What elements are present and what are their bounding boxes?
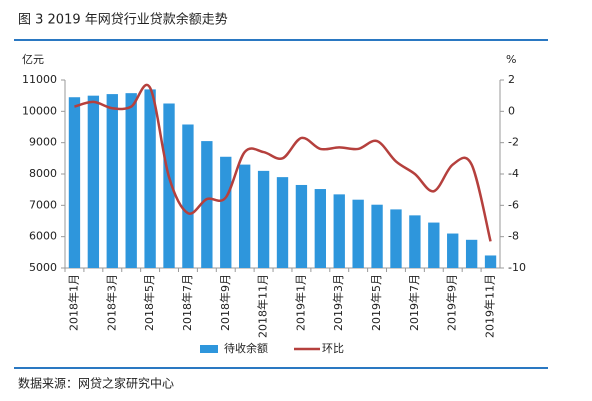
legend-swatch bbox=[200, 345, 218, 353]
bar bbox=[257, 170, 270, 268]
bar bbox=[106, 94, 118, 268]
bar bbox=[352, 199, 364, 268]
x-tick-label: 2018年9月 bbox=[218, 274, 232, 331]
legend-label: 环比 bbox=[322, 342, 344, 355]
bar bbox=[371, 204, 383, 268]
y2-tick-label: 2 bbox=[508, 73, 515, 86]
y-tick-label: 9000 bbox=[29, 136, 57, 149]
x-tick-label: 2018年1月 bbox=[66, 274, 80, 331]
chart-title: 图 3 2019 年网贷行业贷款余额走势 bbox=[18, 12, 228, 28]
x-tick-label: 2019年1月 bbox=[293, 274, 307, 331]
legend-label: 待收余额 bbox=[224, 341, 268, 355]
bar bbox=[182, 124, 194, 268]
x-tick-label: 2019年11月 bbox=[483, 274, 497, 338]
bar bbox=[125, 93, 137, 268]
y-tick-label: 8000 bbox=[29, 167, 57, 180]
x-tick-label: 2018年7月 bbox=[180, 274, 194, 331]
bar bbox=[201, 141, 213, 268]
bar bbox=[447, 233, 459, 268]
y2-tick-label: 0 bbox=[508, 104, 515, 117]
x-tick-label: 2018年3月 bbox=[104, 274, 118, 331]
x-tick-label: 2018年11月 bbox=[256, 274, 270, 338]
y2-tick-label: -8 bbox=[508, 230, 519, 243]
bar bbox=[390, 209, 402, 268]
source: 数据来源：网贷之家研究中心 bbox=[18, 376, 174, 391]
y2-label: % bbox=[506, 53, 516, 66]
y2-tick-label: -10 bbox=[508, 261, 526, 274]
bar bbox=[220, 156, 232, 268]
y2-tick-label: -6 bbox=[508, 198, 519, 211]
bar bbox=[276, 177, 289, 268]
line bbox=[74, 83, 492, 242]
bar bbox=[409, 215, 421, 268]
y-tick-label: 11000 bbox=[22, 73, 57, 86]
y-tick-label: 6000 bbox=[29, 230, 57, 243]
y-tick-label: 7000 bbox=[29, 198, 57, 211]
bar bbox=[68, 97, 81, 268]
x-tick-label: 2019年9月 bbox=[445, 274, 459, 331]
bar bbox=[333, 194, 345, 268]
bar bbox=[144, 89, 156, 269]
y2-tick-label: -4 bbox=[508, 167, 519, 180]
x-tick-label: 2019年7月 bbox=[407, 274, 421, 331]
x-tick-label: 2019年3月 bbox=[331, 274, 345, 331]
bar bbox=[465, 239, 478, 268]
bar bbox=[314, 189, 326, 268]
y-tick-label: 10000 bbox=[22, 104, 57, 117]
bar bbox=[484, 255, 497, 268]
y-tick-label: 5000 bbox=[29, 261, 57, 274]
y2-tick-label: -2 bbox=[508, 136, 519, 149]
bar bbox=[163, 103, 175, 268]
y-label: 亿元 bbox=[22, 53, 44, 66]
bar bbox=[295, 184, 308, 268]
bar bbox=[428, 222, 440, 268]
x-tick-label: 2019年5月 bbox=[369, 274, 383, 331]
x-tick-label: 2018年5月 bbox=[142, 274, 156, 331]
bar bbox=[239, 164, 251, 268]
bar bbox=[87, 95, 100, 269]
